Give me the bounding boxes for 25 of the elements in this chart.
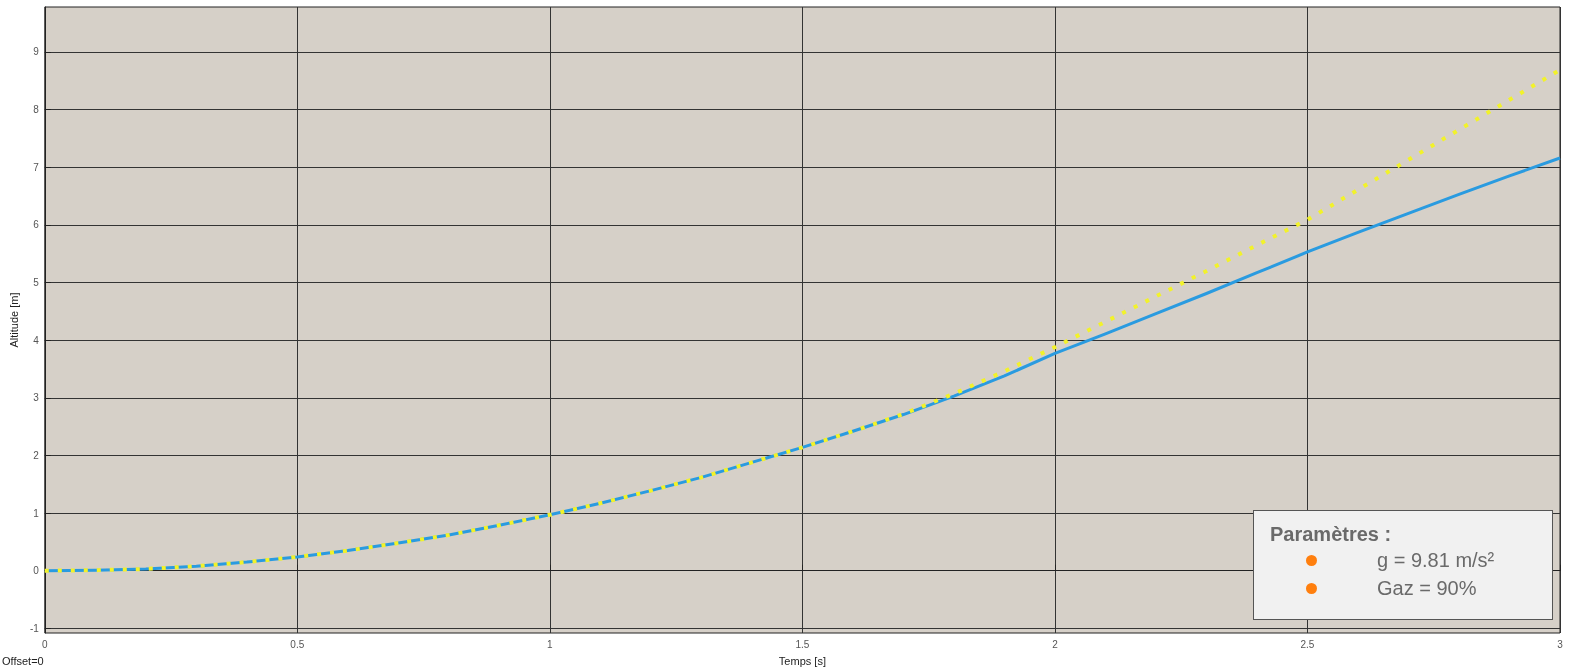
y-tick-label: -1: [29, 622, 40, 634]
x-tick-label: 2: [1052, 638, 1059, 650]
x-tick-label: 2.5: [1300, 638, 1315, 650]
text: Offset=0: [2, 655, 44, 667]
y-tick-label: 7: [33, 161, 40, 173]
y-axis-title: Altitude [m]: [7, 292, 20, 348]
x-tick-label: 0: [42, 638, 49, 650]
y-tick-label: 9: [33, 46, 40, 58]
y-tick-label: 8: [33, 104, 40, 116]
x-tick-label: 1.5: [795, 638, 810, 650]
x-tick-label: 1: [547, 638, 554, 650]
x-tick-label: 3: [1557, 638, 1564, 650]
y-tick-label: 0: [33, 565, 40, 577]
annotation: g = 9.81 m/s²: [1377, 548, 1495, 572]
y-tick-label: 4: [33, 334, 40, 346]
x-tick-label: 0.5: [290, 638, 305, 650]
y-tick-label: 1: [33, 507, 40, 519]
x-axis-title: Temps [s]: [778, 654, 826, 667]
y-tick-label: 3: [33, 392, 40, 404]
annotation: Gaz = 90%: [1377, 576, 1477, 600]
y-tick-label: 5: [33, 277, 40, 289]
y-tick-label: 6: [33, 219, 40, 231]
parameters-box: Paramètres : g = 9.81 m/s² Gaz = 90%: [1253, 510, 1553, 620]
annotation: Paramètres :: [1270, 523, 1393, 546]
y-tick-label: 2: [33, 449, 40, 461]
